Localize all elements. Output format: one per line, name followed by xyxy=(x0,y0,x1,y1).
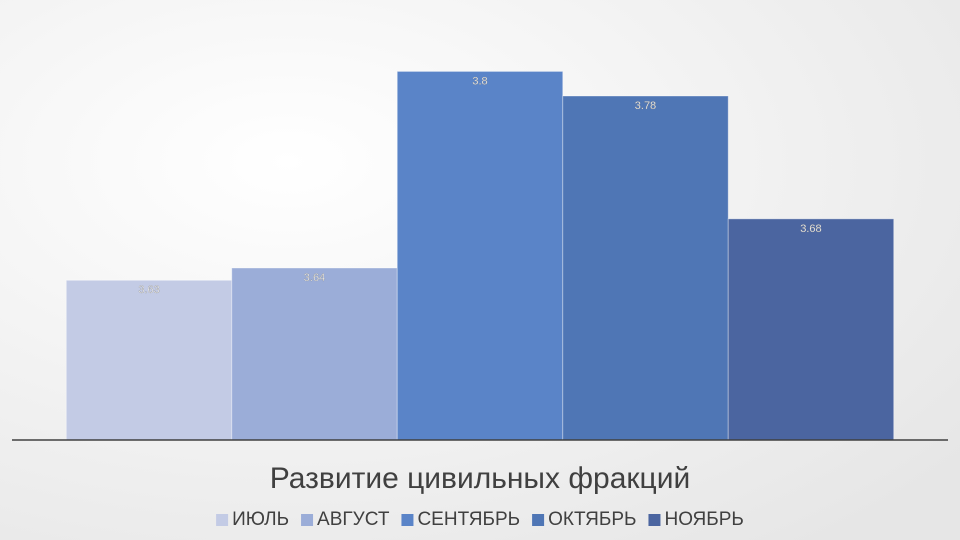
data-label: 3.68 xyxy=(800,223,821,235)
bar xyxy=(231,267,398,441)
data-label: 3.78 xyxy=(635,100,656,112)
legend-label: СЕНТЯБРЬ xyxy=(417,509,520,530)
bar xyxy=(727,218,895,441)
data-label: 3.64 xyxy=(304,272,325,284)
data-label: 3.8 xyxy=(472,75,487,87)
legend-swatch xyxy=(648,514,661,526)
bar xyxy=(65,279,233,441)
legend-label: НОЯБРЬ xyxy=(664,509,743,530)
legend-swatch xyxy=(301,514,314,526)
chart-title: Развитие цивильных фракций xyxy=(270,462,690,495)
legend-label: АВГУСТ xyxy=(317,509,390,530)
legend-swatch xyxy=(532,514,545,526)
legend-label: ОКТЯБРЬ xyxy=(548,509,636,530)
data-label: 3.63 xyxy=(138,284,159,296)
legend-swatch xyxy=(216,514,229,526)
bar xyxy=(562,95,729,441)
legend-swatch xyxy=(401,514,414,526)
bar xyxy=(396,70,564,441)
legend-label: ИЮЛЬ xyxy=(232,509,289,530)
